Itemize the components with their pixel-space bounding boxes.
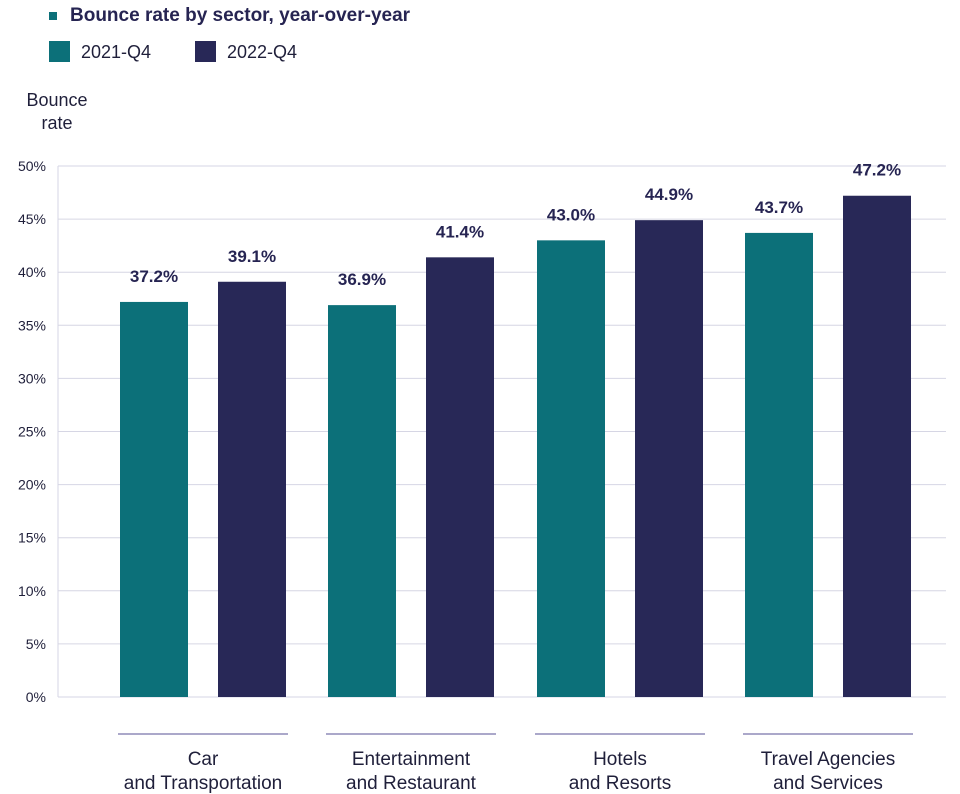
data-label-1-4: 43.7% <box>755 198 803 217</box>
bar-1-4 <box>745 232 813 697</box>
data-label-2-3: 44.9% <box>645 185 693 204</box>
legend-swatch-1 <box>49 41 70 62</box>
y-tick-label: 5% <box>26 636 46 652</box>
data-label-1-3: 43.0% <box>547 205 595 224</box>
y-tick-label: 25% <box>18 424 46 440</box>
y-tick-label: 10% <box>18 583 46 599</box>
bar-1-1 <box>120 301 188 697</box>
data-label-2-2: 41.4% <box>436 222 484 241</box>
bar-2-4 <box>843 195 911 697</box>
x-category-label: Entertainment <box>352 749 471 770</box>
x-category-label: and Restaurant <box>346 773 477 794</box>
y-tick-label: 45% <box>18 211 46 227</box>
chart-title: Bounce rate by sector, year-over-year <box>70 5 411 26</box>
data-label-1-2: 36.9% <box>338 270 386 289</box>
bar-1-3 <box>537 240 605 697</box>
data-label-1-1: 37.2% <box>130 267 178 286</box>
y-tick-label: 40% <box>18 264 46 280</box>
x-category-label: Car <box>188 749 219 770</box>
y-tick-label: 35% <box>18 317 46 333</box>
title-marker-icon <box>49 12 57 20</box>
y-tick-label: 15% <box>18 530 46 546</box>
x-category-label: Hotels <box>593 749 647 770</box>
bar-1-2 <box>328 305 396 697</box>
x-category-label: Travel Agencies <box>761 749 895 770</box>
y-tick-label: 30% <box>18 370 46 386</box>
y-tick-label: 50% <box>18 158 46 174</box>
y-axis-label-line-2: rate <box>41 113 72 133</box>
y-axis-label-line-1: Bounce <box>26 90 87 110</box>
x-category-label: and Resorts <box>569 773 671 794</box>
y-tick-label: 0% <box>26 689 46 705</box>
legend-label-2: 2022-Q4 <box>227 42 297 62</box>
x-category-label: and Services <box>773 773 883 794</box>
bar-2-1 <box>218 281 286 697</box>
bar-2-3 <box>635 220 703 698</box>
bar-2-2 <box>426 257 494 697</box>
legend-swatch-2 <box>195 41 216 62</box>
data-label-2-4: 47.2% <box>853 161 901 180</box>
x-category-label: and Transportation <box>124 773 282 794</box>
y-tick-label: 20% <box>18 477 46 493</box>
legend-label-1: 2021-Q4 <box>81 42 151 62</box>
data-label-2-1: 39.1% <box>228 247 276 266</box>
